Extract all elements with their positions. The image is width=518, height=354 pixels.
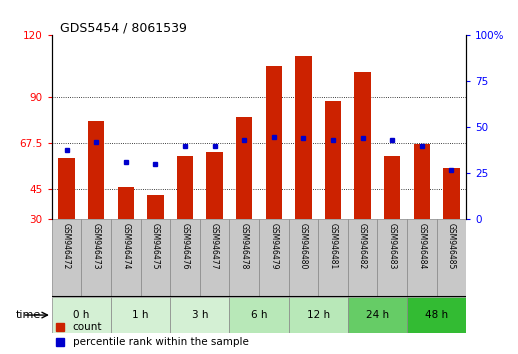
Text: GSM946483: GSM946483	[387, 223, 397, 269]
Bar	[414, 144, 430, 219]
Text: GSM946482: GSM946482	[358, 223, 367, 269]
Bar	[443, 169, 459, 219]
Bar	[378, 219, 407, 297]
Bar	[229, 297, 289, 333]
Bar	[266, 66, 282, 219]
Text: GSM946485: GSM946485	[447, 223, 456, 269]
Text: 0 h: 0 h	[73, 310, 90, 320]
Bar	[207, 152, 223, 219]
Bar	[140, 219, 170, 297]
Bar	[200, 219, 229, 297]
Text: GSM946478: GSM946478	[240, 223, 249, 269]
Bar	[348, 297, 407, 333]
Text: 1 h: 1 h	[133, 310, 149, 320]
Text: GSM946484: GSM946484	[418, 223, 426, 269]
Bar	[170, 219, 200, 297]
Bar	[384, 156, 400, 219]
Bar	[289, 219, 318, 297]
Bar	[111, 297, 170, 333]
Text: GSM946475: GSM946475	[151, 223, 160, 269]
Text: 12 h: 12 h	[307, 310, 330, 320]
Bar	[88, 121, 104, 219]
Text: percentile rank within the sample: percentile rank within the sample	[73, 337, 249, 348]
Text: GSM946474: GSM946474	[121, 223, 131, 269]
Bar	[259, 219, 289, 297]
Bar	[81, 219, 111, 297]
Bar	[170, 297, 229, 333]
Text: GSM946476: GSM946476	[180, 223, 190, 269]
Text: 24 h: 24 h	[366, 310, 389, 320]
Bar	[147, 195, 164, 219]
Bar	[177, 156, 193, 219]
Text: GSM946473: GSM946473	[92, 223, 100, 269]
Bar	[407, 219, 437, 297]
Bar	[437, 219, 466, 297]
Text: GSM946481: GSM946481	[328, 223, 338, 269]
Bar	[52, 297, 111, 333]
Bar	[52, 219, 81, 297]
Bar	[407, 297, 466, 333]
Text: GSM946472: GSM946472	[62, 223, 71, 269]
Text: time: time	[16, 310, 41, 320]
Bar	[59, 158, 75, 219]
Text: GDS5454 / 8061539: GDS5454 / 8061539	[60, 21, 187, 34]
Text: GSM946477: GSM946477	[210, 223, 219, 269]
Bar	[111, 219, 140, 297]
Text: GSM946480: GSM946480	[299, 223, 308, 269]
Bar	[325, 101, 341, 219]
Text: 3 h: 3 h	[192, 310, 208, 320]
Bar	[295, 56, 311, 219]
Bar	[229, 219, 259, 297]
Bar	[318, 219, 348, 297]
Bar	[354, 72, 371, 219]
Bar	[289, 297, 348, 333]
Text: count: count	[73, 321, 102, 332]
Text: 6 h: 6 h	[251, 310, 267, 320]
Text: 48 h: 48 h	[425, 310, 448, 320]
Text: GSM946479: GSM946479	[269, 223, 278, 269]
Bar	[348, 219, 378, 297]
Bar	[236, 117, 252, 219]
Bar	[118, 187, 134, 219]
